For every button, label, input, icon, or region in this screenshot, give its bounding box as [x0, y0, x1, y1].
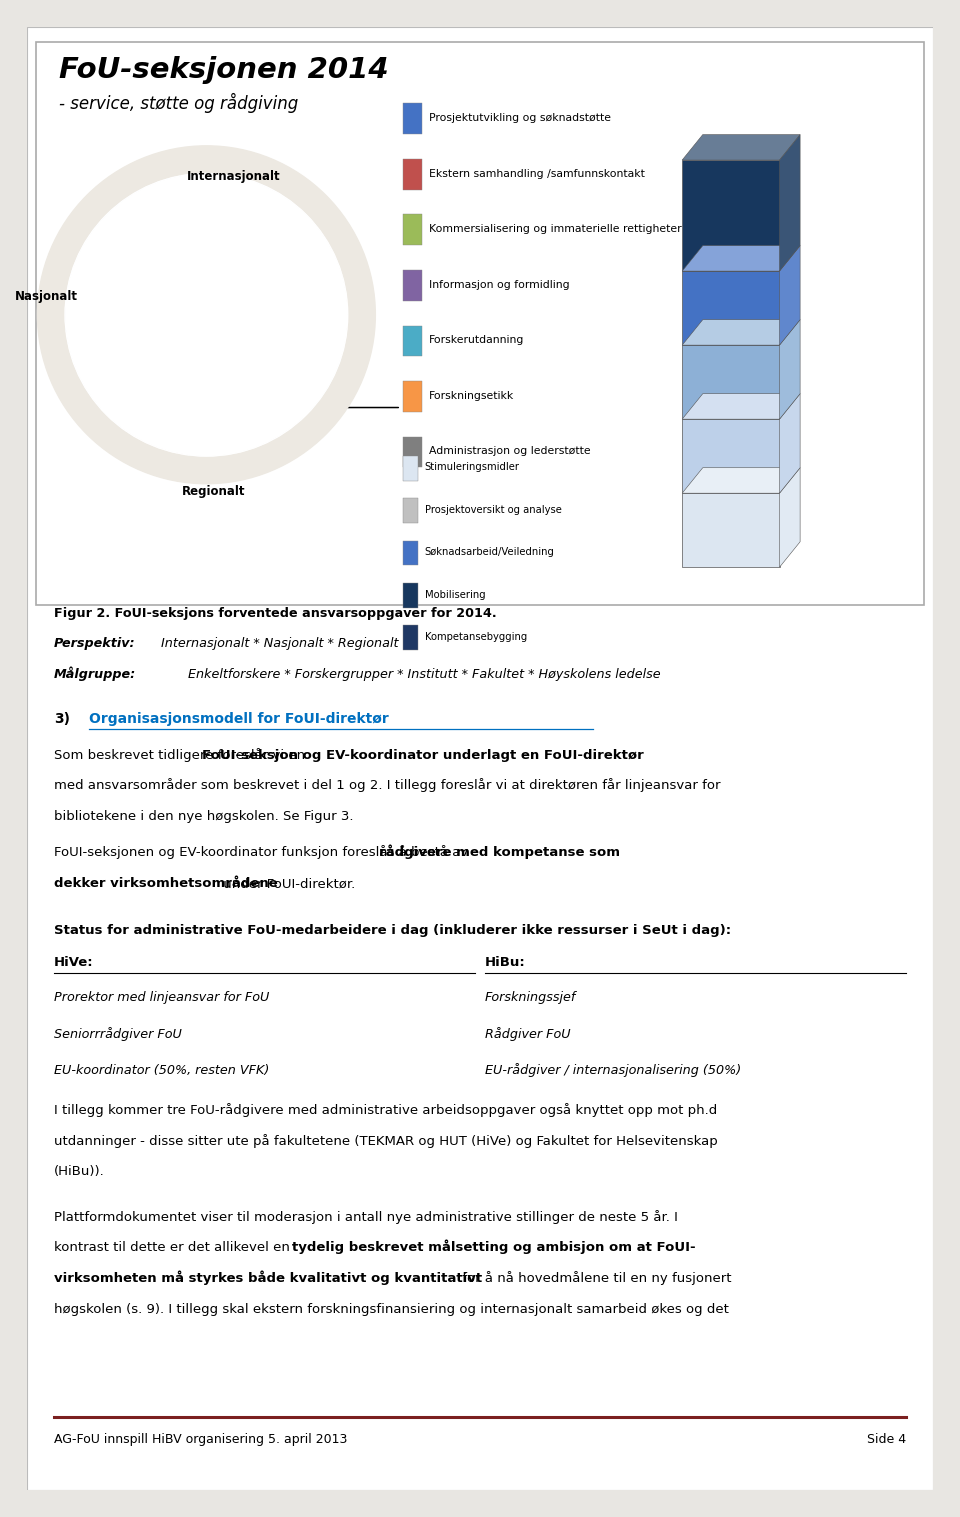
Bar	[403, 214, 422, 246]
Text: EU-rådgiver / internasjonalisering (50%): EU-rådgiver / internasjonalisering (50%)	[485, 1063, 741, 1077]
Bar	[403, 159, 422, 190]
Bar	[683, 344, 780, 419]
Bar	[403, 455, 419, 481]
Text: Organisasjonsmodell for FoUI-direktør: Organisasjonsmodell for FoUI-direktør	[88, 713, 388, 727]
Text: HiVe:: HiVe:	[54, 956, 94, 969]
Circle shape	[65, 173, 348, 457]
Text: Figur 2. FoUI-seksjons forventede ansvarsoppgaver for 2014.: Figur 2. FoUI-seksjons forventede ansvar…	[54, 607, 496, 619]
Wedge shape	[206, 174, 250, 316]
Text: Side 4: Side 4	[867, 1434, 906, 1446]
Polygon shape	[780, 246, 800, 344]
Text: høgskolen (s. 9). I tillegg skal ekstern forskningsfinansiering og internasjonal: høgskolen (s. 9). I tillegg skal ekstern…	[54, 1303, 729, 1315]
Text: Søknadsarbeid/Veiledning: Søknadsarbeid/Veiledning	[424, 548, 555, 557]
Wedge shape	[189, 316, 258, 457]
Polygon shape	[683, 394, 800, 419]
Text: Status for administrative FoU-medarbeidere i dag (inkluderer ikke ressurser i Se: Status for administrative FoU-medarbeide…	[54, 924, 732, 938]
Bar	[683, 493, 780, 567]
Text: Perspektiv:: Perspektiv:	[54, 637, 135, 651]
Wedge shape	[206, 316, 303, 446]
Text: - service, støtte og rådgiving: - service, støtte og rådgiving	[59, 93, 298, 114]
Text: med ansvarsområder som beskrevet i del 1 og 2. I tillegg foreslår vi at direktør: med ansvarsområder som beskrevet i del 1…	[54, 778, 721, 792]
Text: Kommersialisering og immaterielle rettigheter: Kommersialisering og immaterielle rettig…	[429, 225, 682, 234]
Text: Plattformdokumentet viser til moderasjon i antall nye administrative stillinger : Plattformdokumentet viser til moderasjon…	[54, 1209, 678, 1224]
Bar	[403, 498, 419, 523]
Polygon shape	[780, 135, 800, 272]
Text: I tillegg kommer tre FoU-rådgivere med administrative arbeidsoppgaver også knytt: I tillegg kommer tre FoU-rådgivere med a…	[54, 1103, 717, 1117]
Text: Rådgiver FoU: Rådgiver FoU	[485, 1027, 570, 1041]
Text: Ekstern samhandling /samfunnskontakt: Ekstern samhandling /samfunnskontakt	[429, 168, 645, 179]
Bar	[403, 381, 422, 413]
Text: Seniorrrådgiver FoU: Seniorrrådgiver FoU	[54, 1027, 182, 1041]
Text: Målgruppe:: Målgruppe:	[54, 666, 136, 681]
Text: EU-koordinator (50%, resten VFK): EU-koordinator (50%, resten VFK)	[54, 1065, 270, 1077]
Circle shape	[37, 146, 375, 484]
Polygon shape	[683, 246, 800, 272]
Wedge shape	[206, 181, 275, 316]
Text: Administrasjon og lederstøtte: Administrasjon og lederstøtte	[429, 446, 590, 457]
Text: HiBu:: HiBu:	[485, 956, 525, 969]
Polygon shape	[780, 320, 800, 419]
Text: Kompetansebygging: Kompetansebygging	[424, 633, 527, 642]
Text: Prorektor med linjeansvar for FoU: Prorektor med linjeansvar for FoU	[54, 991, 270, 1004]
Wedge shape	[65, 173, 206, 429]
Bar	[683, 161, 780, 272]
Bar	[683, 272, 780, 344]
Bar	[683, 419, 780, 493]
Text: 3): 3)	[54, 713, 70, 727]
Polygon shape	[683, 320, 800, 344]
Text: Forskerutdanning: Forskerutdanning	[429, 335, 524, 346]
Text: Nasjonalt: Nasjonalt	[14, 290, 78, 303]
Text: Enkeltforskere * Forskergrupper * Institutt * Fakultet * Høyskolens ledelse: Enkeltforskere * Forskergrupper * Instit…	[188, 667, 660, 681]
Text: Internasjonalt: Internasjonalt	[187, 170, 281, 184]
Polygon shape	[780, 394, 800, 493]
Text: AG-FoU innspill HiBV organisering 5. april 2013: AG-FoU innspill HiBV organisering 5. apr…	[54, 1434, 348, 1446]
Text: FoU-seksjonen 2014: FoU-seksjonen 2014	[59, 56, 388, 85]
Text: Forskningssjef: Forskningssjef	[485, 991, 576, 1004]
Text: rådgivere med kompetanse som: rådgivere med kompetanse som	[379, 845, 620, 860]
Wedge shape	[206, 288, 348, 358]
Text: Prosjektutvikling og søknadstøtte: Prosjektutvikling og søknadstøtte	[429, 112, 612, 123]
Text: tydelig beskrevet målsetting og ambisjon om at FoUI-: tydelig beskrevet målsetting og ambisjon…	[293, 1239, 696, 1255]
Polygon shape	[780, 467, 800, 567]
Text: kontrast til dette er det allikevel en: kontrast til dette er det allikevel en	[54, 1241, 294, 1255]
Text: FoUI-seksjon og EV-koordinator underlagt en FoUI-direktør: FoUI-seksjon og EV-koordinator underlagt…	[202, 748, 643, 762]
Bar	[403, 540, 419, 566]
Text: Internasjonalt * Nasjonalt * Regionalt: Internasjonalt * Nasjonalt * Regionalt	[161, 637, 398, 651]
Wedge shape	[123, 316, 206, 455]
Bar	[403, 270, 422, 300]
Text: Stimuleringsmidler: Stimuleringsmidler	[424, 463, 519, 472]
Bar	[403, 437, 422, 467]
Text: Informasjon og formidling: Informasjon og formidling	[429, 279, 570, 290]
Wedge shape	[206, 191, 297, 316]
Wedge shape	[206, 225, 346, 316]
Bar	[403, 583, 419, 608]
Text: under FoUI-direktør.: under FoUI-direktør.	[219, 877, 355, 890]
Bar	[403, 103, 422, 133]
Polygon shape	[683, 467, 800, 493]
Wedge shape	[206, 316, 341, 417]
Bar	[403, 625, 419, 651]
Text: utdanninger - disse sitter ute på fakultetene (TEKMAR og HUT (HiVe) og Fakultet : utdanninger - disse sitter ute på fakult…	[54, 1133, 718, 1147]
Text: Mobilisering: Mobilisering	[424, 590, 486, 599]
Text: (HiBu)).: (HiBu)).	[54, 1165, 105, 1179]
Wedge shape	[206, 206, 315, 316]
Text: Forskningsetikk: Forskningsetikk	[429, 391, 515, 400]
Polygon shape	[683, 135, 800, 159]
Text: bibliotekene i den nye høgskolen. Se Figur 3.: bibliotekene i den nye høgskolen. Se Fig…	[54, 810, 353, 822]
Text: Regionalt: Regionalt	[182, 485, 246, 498]
Text: for å nå hovedmålene til en ny fusjonert: for å nå hovedmålene til en ny fusjonert	[458, 1271, 732, 1285]
Text: Prosjektoversikt og analyse: Prosjektoversikt og analyse	[424, 505, 562, 514]
Text: FoUI-seksjonen og EV-koordinator funksjon foreslås å bestå av: FoUI-seksjonen og EV-koordinator funksjo…	[54, 845, 472, 860]
Wedge shape	[206, 173, 224, 316]
Bar	[403, 326, 422, 356]
Text: Som beskrevet tidligere foreslår vi en: Som beskrevet tidligere foreslår vi en	[54, 748, 309, 762]
Bar	[36, 42, 924, 605]
Text: virksomheten må styrkes både kvalitativt og kvantitativt: virksomheten må styrkes både kvalitativt…	[54, 1270, 482, 1285]
Text: dekker virksomhetsområdene: dekker virksomhetsområdene	[54, 877, 277, 890]
